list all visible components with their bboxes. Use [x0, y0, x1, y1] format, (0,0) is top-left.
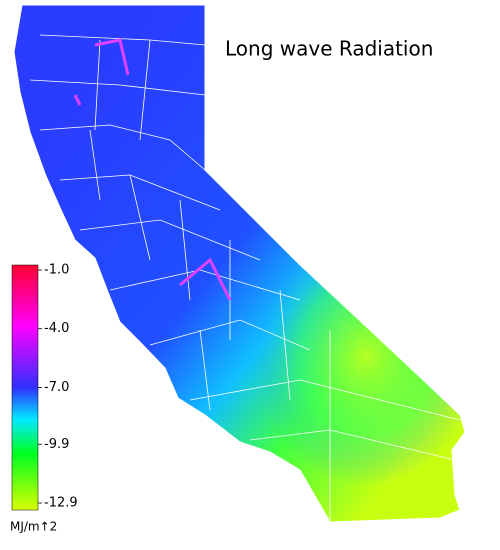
colorbar-unit: MJ/m↑2: [10, 520, 57, 534]
colorbar-tick-label: -4.0: [44, 321, 69, 336]
colorbar-tick-label: -7.0: [44, 380, 69, 395]
california-map: [13, 4, 466, 523]
colorbar-tick-label: -1.0: [44, 263, 69, 278]
colorbar: [11, 264, 39, 511]
county-lines: [29, 34, 461, 520]
map-title: Long wave Radiation: [225, 37, 433, 61]
colorbar-tick-label: -12.9: [44, 496, 78, 511]
colorbar-tick-label: -9.9: [44, 437, 69, 452]
mountain-highlight: [73, 38, 232, 301]
